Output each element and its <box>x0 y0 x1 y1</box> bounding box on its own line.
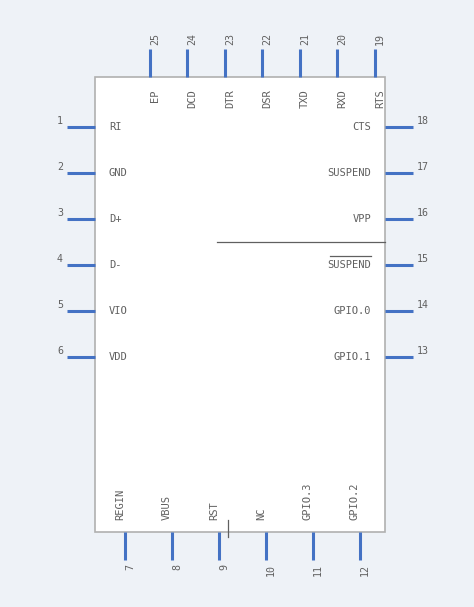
Text: VIO: VIO <box>109 306 128 316</box>
Text: 9: 9 <box>219 564 229 570</box>
Text: 3: 3 <box>57 208 63 218</box>
Text: 24: 24 <box>188 33 198 45</box>
Text: CTS: CTS <box>352 122 371 132</box>
Text: GPIO.3: GPIO.3 <box>303 483 313 520</box>
Text: DTR: DTR <box>225 89 235 108</box>
Text: 8: 8 <box>172 564 182 570</box>
Text: 10: 10 <box>266 564 276 576</box>
Text: 15: 15 <box>417 254 429 264</box>
Text: 23: 23 <box>225 33 235 45</box>
Text: 11: 11 <box>313 564 323 576</box>
Text: 7: 7 <box>125 564 135 570</box>
Text: 13: 13 <box>417 346 429 356</box>
Text: GPIO.1: GPIO.1 <box>334 352 371 362</box>
Text: 12: 12 <box>360 564 370 576</box>
Text: 1: 1 <box>57 116 63 126</box>
Text: 25: 25 <box>150 33 160 45</box>
Text: 6: 6 <box>57 346 63 356</box>
Text: VDD: VDD <box>109 352 128 362</box>
Text: DCD: DCD <box>188 89 198 108</box>
Text: RXD: RXD <box>337 89 347 108</box>
Text: 4: 4 <box>57 254 63 264</box>
Text: 14: 14 <box>417 300 429 310</box>
Text: GPIO.2: GPIO.2 <box>350 483 360 520</box>
Text: D+: D+ <box>109 214 121 224</box>
Text: 22: 22 <box>263 33 273 45</box>
Text: 17: 17 <box>417 162 429 172</box>
Text: 16: 16 <box>417 208 429 218</box>
Text: REGIN: REGIN <box>115 489 125 520</box>
Text: SUSPEND: SUSPEND <box>327 260 371 270</box>
Text: 2: 2 <box>57 162 63 172</box>
Text: GPIO.0: GPIO.0 <box>334 306 371 316</box>
Text: 19: 19 <box>375 33 385 45</box>
Text: GND: GND <box>109 168 128 178</box>
Text: 21: 21 <box>300 33 310 45</box>
Text: SUSPEND: SUSPEND <box>327 168 371 178</box>
Text: 5: 5 <box>57 300 63 310</box>
Text: TXD: TXD <box>300 89 310 108</box>
Text: RTS: RTS <box>375 89 385 108</box>
Text: VBUS: VBUS <box>162 495 172 520</box>
Text: D-: D- <box>109 260 121 270</box>
Text: 20: 20 <box>337 33 347 45</box>
Text: NC: NC <box>256 507 266 520</box>
Text: RST: RST <box>209 501 219 520</box>
Text: RI: RI <box>109 122 121 132</box>
Bar <box>95 77 385 532</box>
Text: 18: 18 <box>417 116 429 126</box>
Text: VPP: VPP <box>352 214 371 224</box>
Text: EP: EP <box>150 89 160 101</box>
Text: DSR: DSR <box>263 89 273 108</box>
